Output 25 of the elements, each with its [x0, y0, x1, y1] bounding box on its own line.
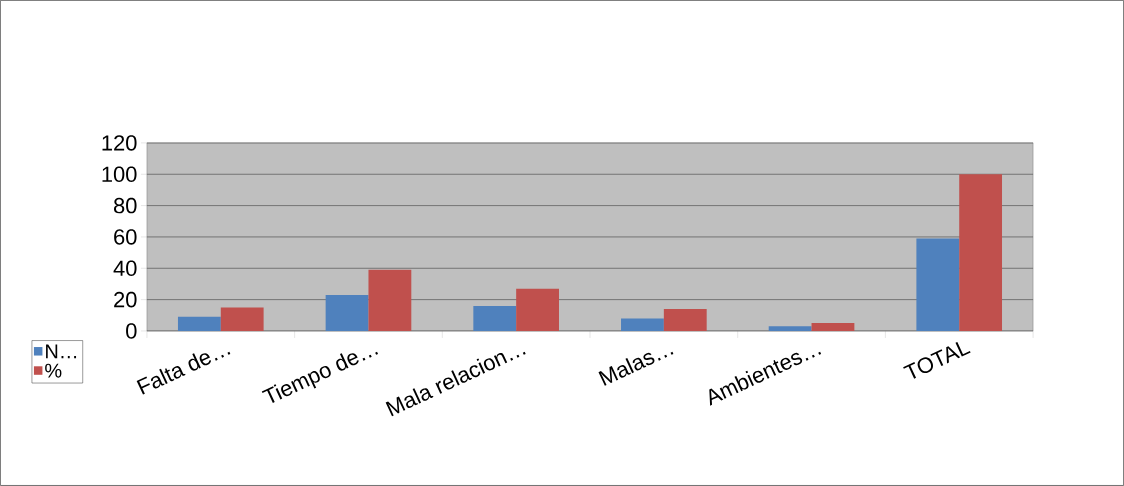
x-tick-label: Falta de… — [136, 351, 231, 395]
legend-label: % — [45, 363, 62, 378]
y-tick-label: 40 — [113, 260, 137, 277]
x-tick-label: Tiempo de… — [261, 351, 379, 404]
y-tick-label: 0 — [126, 323, 137, 339]
bar — [621, 318, 664, 332]
x-tick-label: Malas… — [598, 351, 674, 386]
bar — [768, 326, 812, 332]
y-tick-label: 60 — [114, 229, 137, 245]
bar — [325, 294, 369, 332]
bar — [368, 269, 412, 332]
bar — [220, 307, 264, 332]
bar — [516, 288, 559, 332]
y-tick-label: 80 — [113, 197, 137, 214]
bar — [916, 238, 960, 332]
bar — [177, 316, 221, 332]
bar — [811, 323, 855, 332]
bar — [959, 174, 1003, 332]
bar — [473, 305, 517, 332]
legend-label: N… — [46, 344, 77, 359]
y-tick-label: 100 — [102, 166, 137, 183]
y-tick-label: 120 — [102, 135, 137, 151]
bar — [663, 309, 707, 332]
y-tick-label: 20 — [114, 291, 137, 308]
x-tick-label: TOTAL — [903, 342, 971, 379]
